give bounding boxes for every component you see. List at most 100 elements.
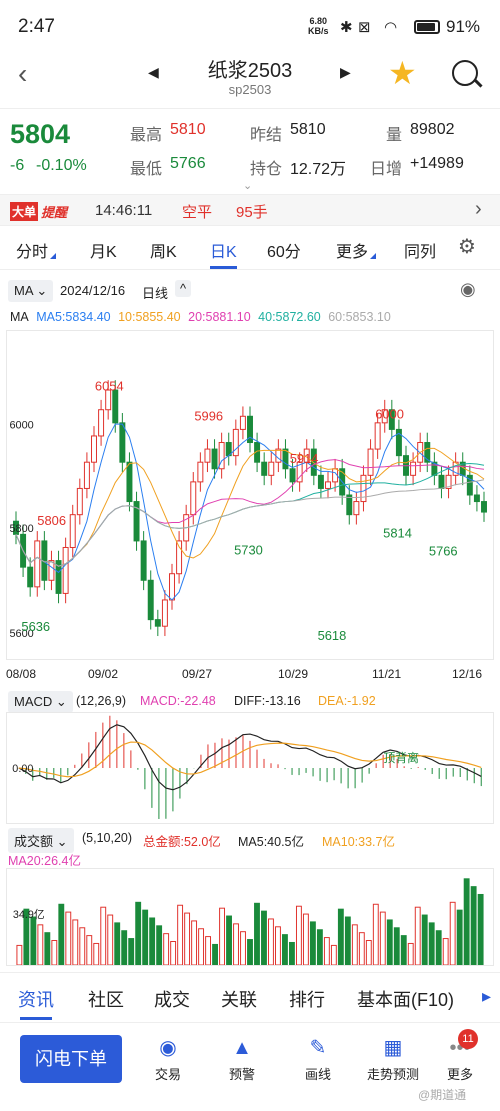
y-tick-5600: 5600	[9, 628, 33, 640]
tab-60min[interactable]: 60分	[267, 244, 301, 261]
tab-community[interactable]: 社区	[88, 990, 124, 1010]
volume-bar	[37, 924, 44, 965]
low-value: 5766	[170, 155, 206, 172]
volume-bar	[226, 915, 232, 965]
flash-order-button[interactable]: 闪电下单	[20, 1035, 122, 1083]
volume-bar	[344, 916, 351, 965]
ma40-value: 40:5872.60	[258, 310, 321, 324]
trade-button[interactable]: ◉ 交易	[138, 1035, 198, 1083]
big-order-ticker[interactable]: 大单 提醒 14:46:11 空平 95手 ›	[0, 194, 500, 226]
volume-tick: 34.9亿	[13, 908, 45, 921]
ticker-time: 14:46:11	[95, 202, 153, 219]
candle	[452, 461, 459, 476]
volume-bar	[351, 924, 358, 965]
candle	[317, 474, 324, 489]
tab-monthly[interactable]: 月K	[90, 244, 117, 261]
last-price: 5804	[10, 119, 71, 149]
volume-bar	[323, 937, 330, 965]
candle	[190, 481, 197, 516]
ann-5814: 5814	[383, 526, 412, 541]
volume-bar	[16, 944, 23, 965]
ann-5730: 5730	[234, 543, 263, 558]
forecast-button[interactable]: ▦ 走势预测	[363, 1035, 423, 1083]
tab-fundamentals[interactable]: 基本面(F10)	[357, 990, 455, 1010]
candle	[204, 448, 211, 463]
volume-legend: 成交额 ⌄ (5,10,20) 总金额:52.0亿 MA5:40.5亿 MA10…	[0, 828, 500, 868]
volume-bar	[163, 933, 170, 965]
bell-icon: ▲	[232, 1037, 252, 1059]
ma-label: MA	[10, 310, 29, 324]
volume-bar	[58, 903, 65, 965]
back-icon[interactable]: ‹	[18, 58, 28, 89]
volume-bar	[72, 919, 79, 965]
volume-bar	[477, 893, 484, 965]
tab-related[interactable]: 关联	[221, 990, 257, 1010]
ma60-line	[15, 479, 485, 567]
candle	[13, 520, 19, 535]
daily-increase-label: 日增	[370, 161, 403, 178]
volume-select[interactable]: 成交额 ⌄	[8, 828, 74, 853]
candle	[296, 461, 303, 483]
top-nav: ‹ ◀ 纸浆2503 sp2503 ▶ ★	[0, 52, 500, 102]
volume-bar	[288, 941, 295, 965]
candle	[176, 540, 183, 575]
collapse-chevron-icon[interactable]: ^	[175, 280, 192, 297]
tab-ranking[interactable]: 排行	[289, 990, 325, 1010]
ticker-qty: 95手	[236, 204, 268, 221]
settings-gear-icon[interactable]: ⚙	[458, 236, 476, 258]
x-tick-3: 10/29	[278, 667, 309, 681]
draw-button[interactable]: ✎ 画线	[288, 1035, 348, 1083]
candle	[161, 599, 168, 627]
macd-legend: MACD ⌄ (12,26,9) MACD:-22.48 DIFF:-13.16…	[0, 690, 500, 713]
candle	[232, 428, 239, 457]
prev-settle-label: 昨结	[250, 127, 283, 144]
macd-annotation: 顶背离	[384, 751, 420, 765]
tabs-scroll-icon[interactable]: ▸	[482, 986, 492, 1006]
macd-value: MACD:-22.48	[140, 694, 216, 708]
candle	[438, 474, 445, 489]
kline-chart[interactable]: 6000 5800 5600 6054 5996 5914 6000 5806 …	[6, 330, 494, 660]
volume-bar	[114, 922, 121, 965]
contract-code: sp2503	[228, 82, 272, 97]
tab-trades[interactable]: 成交	[154, 990, 190, 1010]
volume-bar	[205, 936, 212, 965]
sim-icon: ⊠	[358, 19, 371, 36]
x-tick-1: 09/02	[88, 667, 119, 681]
tab-more[interactable]: 更多	[336, 238, 377, 262]
bluetooth-icon: ✱	[340, 19, 353, 36]
tab-weekly[interactable]: 周K	[150, 244, 177, 261]
status-bar: 2:47 6.80 KB/s ✱ ⊠ ◠ 91%	[0, 0, 500, 52]
next-contract-icon[interactable]: ▶	[340, 64, 351, 80]
eye-icon[interactable]: ◉	[460, 279, 476, 299]
ma5-value: MA5:5834.40	[36, 310, 111, 324]
macd-chart[interactable]: 0.00 顶背离	[6, 712, 494, 824]
tab-daily[interactable]: 日K	[210, 238, 237, 269]
volume-bar	[254, 902, 260, 965]
volume-bar	[191, 920, 198, 965]
candle	[310, 448, 317, 476]
ticker-more-icon[interactable]: ›	[475, 198, 482, 220]
volume-bar	[93, 942, 100, 965]
tab-news[interactable]: 资讯	[18, 986, 54, 1020]
candle	[218, 442, 225, 470]
candle	[360, 474, 367, 503]
expand-chevron-icon[interactable]: ⌄	[243, 180, 253, 192]
tab-intraday[interactable]: 分时	[16, 238, 57, 262]
candle	[275, 448, 282, 463]
ticker-action: 空平	[182, 204, 213, 221]
search-icon[interactable]	[452, 60, 478, 86]
ann-5914: 5914	[290, 451, 319, 466]
prev-contract-icon[interactable]: ◀	[148, 64, 159, 80]
book-icon: ▦	[383, 1037, 403, 1059]
volume-chart[interactable]: 34.9亿	[6, 868, 494, 966]
candle	[289, 468, 296, 483]
candle	[34, 540, 41, 588]
indicator-select[interactable]: MA ⌄	[8, 280, 54, 302]
candle	[154, 619, 161, 627]
tab-same-column[interactable]: 同列	[404, 244, 437, 261]
macd-select[interactable]: MACD ⌄	[8, 691, 73, 713]
alert-button[interactable]: ▲ 预警	[212, 1035, 272, 1083]
volume-ma5: MA5:40.5亿	[238, 835, 305, 849]
open-interest-label: 持仓	[250, 161, 283, 178]
favorite-star-icon[interactable]: ★	[388, 55, 417, 91]
